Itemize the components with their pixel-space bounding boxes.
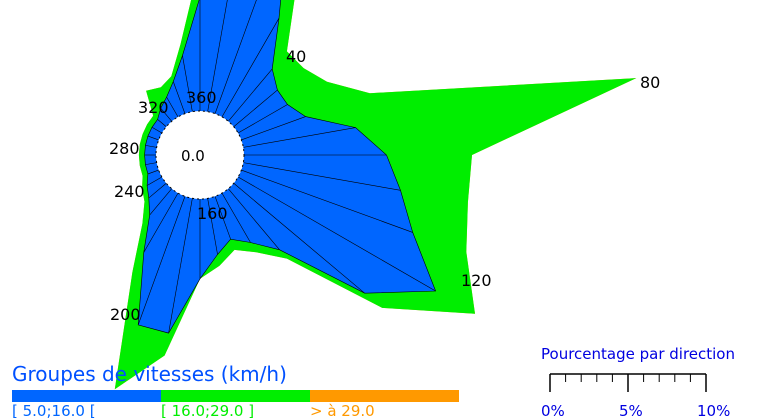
- direction-label-40: 40: [286, 47, 306, 66]
- rose-spoke: [241, 169, 413, 233]
- rose-spoke: [160, 108, 172, 122]
- rose-spoke: [243, 162, 401, 191]
- rose-spoke: [221, 192, 251, 243]
- scale-ruler: [549, 373, 707, 392]
- rose-spoke: [182, 55, 193, 112]
- rose-spoke: [147, 169, 159, 175]
- rose-spoke: [151, 127, 163, 134]
- scale-ticks: [549, 373, 707, 392]
- direction-label-360: 360: [186, 88, 217, 107]
- rose-spoke: [145, 145, 157, 148]
- scale-label-10: 10%: [697, 402, 731, 420]
- legend-swatch-2: [310, 390, 459, 402]
- rose-spoke: [233, 89, 278, 127]
- rose-spoke: [172, 81, 186, 114]
- rose-spoke: [243, 127, 356, 148]
- direction-label-320: 320: [138, 98, 169, 117]
- legend-title: Groupes de vitesses (km/h): [12, 362, 287, 386]
- rose-spoke: [137, 196, 186, 325]
- rose-spokes: [137, 0, 436, 334]
- direction-label-200: 200: [110, 305, 141, 324]
- rose-spoke: [145, 162, 157, 165]
- rose-spoke: [221, 18, 280, 118]
- legend-label-0: [ 5.0;16.0 [: [12, 402, 96, 420]
- legend-label-1: [ 16.0;29.0 ]: [161, 402, 255, 420]
- rose-spoke: [237, 176, 436, 292]
- scale-title: Pourcentage par direction: [541, 345, 735, 363]
- rose-spoke: [214, 0, 257, 114]
- direction-label-80: 80: [640, 73, 660, 92]
- direction-label-120: 120: [461, 271, 492, 290]
- rose-spoke: [228, 188, 280, 251]
- scale-label-5: 5%: [619, 402, 643, 420]
- direction-label-240: 240: [114, 182, 145, 201]
- scale-label-0: 0%: [541, 402, 565, 420]
- direction-label-160: 160: [197, 204, 228, 223]
- rose-spoke: [149, 188, 172, 216]
- rose-spoke: [148, 183, 167, 199]
- rose-spoke: [214, 196, 231, 240]
- rose-spoke: [157, 119, 167, 127]
- center-calm-label: 0.0: [181, 147, 205, 165]
- rose-spoke: [207, 198, 218, 255]
- rose-spoke: [143, 192, 179, 253]
- rose-spoke: [233, 183, 365, 294]
- direction-labels: 40 80 120 160 200 240 280 320 360: [109, 47, 660, 324]
- rose-spoke: [241, 116, 306, 141]
- rose-spoke: [168, 198, 193, 334]
- legend-swatch-0: [12, 390, 161, 402]
- rose-spoke: [147, 135, 159, 141]
- rose-spoke: [228, 68, 273, 122]
- legend-label-2: > à 29.0: [310, 402, 375, 420]
- direction-label-280: 280: [109, 139, 140, 158]
- rose-spoke: [146, 176, 163, 186]
- rose-spoke: [207, 0, 228, 112]
- legend-swatch-1: [161, 390, 310, 402]
- rose-spoke: [237, 104, 288, 134]
- rose-spoke: [166, 96, 179, 118]
- center-calm-circle: [155, 110, 245, 200]
